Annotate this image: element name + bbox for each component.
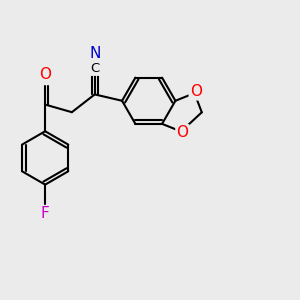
Text: C: C xyxy=(90,62,99,75)
Text: N: N xyxy=(89,46,100,61)
Text: O: O xyxy=(39,67,51,82)
Text: O: O xyxy=(176,125,188,140)
Text: F: F xyxy=(41,206,50,221)
Text: O: O xyxy=(190,84,202,99)
